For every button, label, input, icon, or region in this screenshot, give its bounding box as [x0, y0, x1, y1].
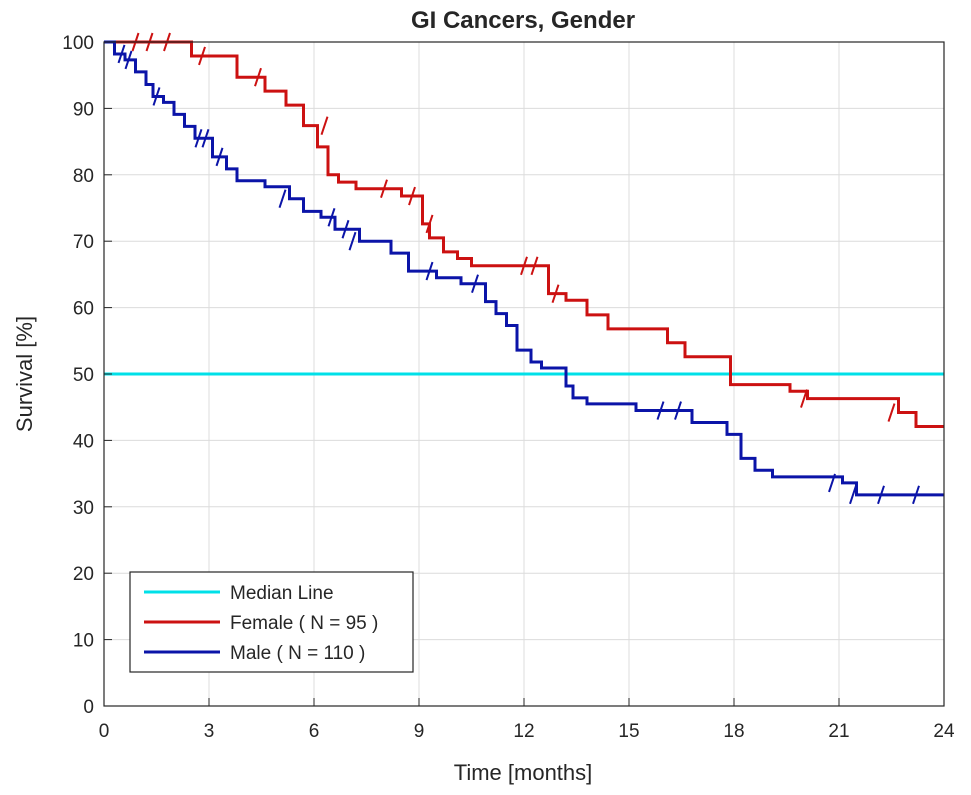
y-tick-label: 10	[73, 631, 94, 652]
x-tick-label: 21	[828, 721, 849, 742]
x-tick-label: 12	[513, 721, 534, 742]
censor-mark	[194, 128, 203, 148]
chart-title: GI Cancers, Gender	[411, 7, 635, 34]
censor-mark	[254, 67, 262, 87]
y-tick-label: 50	[73, 365, 94, 386]
legend: Median Line Female ( N = 95 ) Male ( N = 1…	[129, 571, 414, 673]
censor-mark	[800, 389, 808, 408]
censor-mark	[117, 44, 126, 64]
censor-mark	[912, 485, 920, 505]
y-tick-label: 80	[73, 166, 94, 187]
censor-mark	[152, 87, 161, 106]
censor-mark	[380, 179, 388, 199]
censor-mark	[425, 261, 434, 281]
legend-label: Female ( N = 95 )	[230, 613, 378, 634]
censor-mark	[348, 231, 357, 251]
censor-mark	[215, 147, 224, 167]
x-tick-label: 0	[99, 721, 110, 742]
legend-label: Median Line	[230, 583, 334, 604]
censor-mark	[201, 128, 210, 148]
legend-label: Male ( N = 110 )	[230, 643, 365, 664]
series-line-2	[104, 40, 944, 497]
censor-mark	[828, 473, 836, 493]
y-tick-label: 40	[73, 431, 94, 452]
censor-mark	[551, 284, 560, 303]
y-tick-label: 30	[73, 498, 94, 519]
censor-mark	[849, 485, 857, 505]
censor-mark	[341, 219, 350, 239]
censor-mark	[278, 189, 287, 209]
series-line-1	[104, 40, 944, 428]
tick-labels: 0 3 6 9 12 15 18 21 24 0 10 20 30 40 50 60 70 80 90 100	[62, 33, 955, 742]
censor-mark	[656, 401, 665, 420]
censor-mark	[674, 401, 682, 420]
censor-mark	[320, 116, 329, 135]
censor-mark	[124, 50, 133, 70]
x-tick-label: 3	[204, 721, 215, 742]
y-tick-label: 20	[73, 564, 94, 585]
censor-mark	[887, 403, 896, 422]
y-axis-label: Survival [%]	[12, 316, 37, 432]
x-tick-label: 24	[933, 721, 955, 742]
x-tick-label: 9	[414, 721, 425, 742]
y-tick-label: 90	[73, 99, 94, 120]
censor-mark	[198, 46, 206, 66]
x-tick-label: 6	[309, 721, 320, 742]
censor-mark	[877, 485, 885, 505]
series-layer	[104, 32, 944, 505]
y-tick-label: 0	[83, 697, 94, 718]
y-tick-label: 100	[62, 33, 94, 54]
censor-mark	[530, 256, 539, 276]
y-tick-label: 70	[73, 232, 94, 253]
censor-mark	[425, 214, 434, 234]
x-tick-label: 15	[618, 721, 639, 742]
censor-mark	[520, 256, 528, 276]
censor-mark	[408, 186, 416, 206]
x-axis-label: Time [months]	[454, 760, 593, 785]
censor-mark	[471, 274, 479, 294]
x-tick-label: 18	[723, 721, 744, 742]
y-tick-label: 60	[73, 299, 94, 320]
censor-mark	[327, 207, 336, 227]
